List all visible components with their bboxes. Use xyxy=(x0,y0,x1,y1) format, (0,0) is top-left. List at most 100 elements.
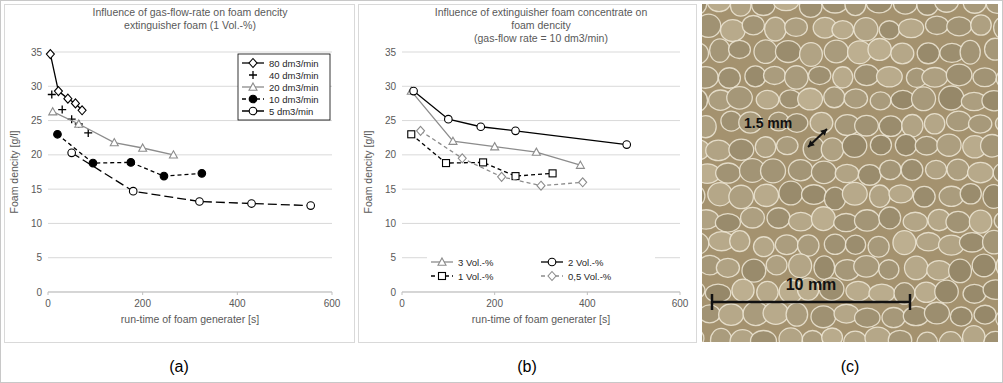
series-line xyxy=(72,153,311,206)
foam-cell xyxy=(761,159,786,183)
x-tick xyxy=(142,292,143,295)
marker xyxy=(491,143,499,150)
foam-cell xyxy=(904,256,927,280)
grid-line xyxy=(48,223,332,224)
marker xyxy=(75,120,83,128)
foam-cell xyxy=(869,284,895,303)
arrow-head xyxy=(808,140,815,147)
legend-marker xyxy=(249,59,257,68)
foam-cell xyxy=(996,69,998,89)
legend-label: 80 dm3/min xyxy=(269,58,319,69)
grid-line xyxy=(402,223,680,224)
foam-cell xyxy=(779,328,802,342)
figure: 051015202530350200400600Influence of gas… xyxy=(0,0,1003,383)
foam-cell xyxy=(924,114,944,134)
grid-line xyxy=(402,120,680,121)
foam-cell xyxy=(893,4,917,14)
foam-cell xyxy=(916,233,940,251)
panel-label: (b) xyxy=(517,358,537,375)
foam-cell xyxy=(708,183,732,206)
foam-cell xyxy=(707,4,731,12)
grid-line xyxy=(48,154,332,155)
foam-cell xyxy=(917,332,938,342)
foam-cell xyxy=(924,302,949,324)
chart-title: foam dencity xyxy=(511,19,571,31)
foam-cell xyxy=(994,17,998,40)
foam-cell xyxy=(963,326,985,342)
foam-cell xyxy=(969,115,992,133)
foam-cell xyxy=(729,185,754,208)
foam-cell xyxy=(785,66,808,89)
marker xyxy=(443,160,450,167)
scale-bar-end xyxy=(711,294,714,310)
foam-cell xyxy=(934,4,958,12)
foam-cell xyxy=(879,21,899,39)
legend-label: 3 Vol.-% xyxy=(458,257,494,268)
foam-cell xyxy=(917,43,939,64)
panel-border xyxy=(359,5,697,343)
y-tick-label: 20 xyxy=(31,149,43,160)
marker xyxy=(110,139,118,146)
foam-cell xyxy=(913,186,935,207)
foam-cell xyxy=(879,207,901,229)
marker xyxy=(58,106,66,114)
foam-cell xyxy=(789,212,813,231)
photo-background xyxy=(702,4,998,342)
marker xyxy=(54,130,62,138)
y-tick-label: 5 xyxy=(36,252,42,263)
foam-cell xyxy=(994,211,998,230)
foam-cell xyxy=(879,116,902,137)
y-tick-label: 35 xyxy=(385,47,397,58)
foam-cell xyxy=(870,135,891,155)
foam-cell xyxy=(742,259,766,282)
y-tick-label: 25 xyxy=(385,115,397,126)
plot-data xyxy=(407,87,630,190)
legend-label: 2 Vol.-% xyxy=(568,257,604,268)
foam-cell xyxy=(854,256,879,278)
marker xyxy=(532,148,540,155)
marker xyxy=(48,91,56,99)
x-tick-label: 600 xyxy=(324,298,341,309)
chart-title: Influence of gas-flow-rate on foam denci… xyxy=(93,6,289,18)
marker xyxy=(549,170,556,177)
foam-cell xyxy=(996,254,998,277)
marker xyxy=(64,94,72,103)
foam-cell xyxy=(798,88,823,110)
foam-cell xyxy=(925,16,948,34)
foam-cell xyxy=(983,280,998,299)
marker xyxy=(78,106,86,115)
series-line xyxy=(414,91,627,144)
x-tick xyxy=(494,292,495,295)
legend-box xyxy=(238,54,330,120)
marker xyxy=(307,202,315,210)
foam-cell xyxy=(822,328,843,342)
feature-label: 1.5 mm xyxy=(744,115,792,131)
y-tick-label: 30 xyxy=(385,81,397,92)
series-line xyxy=(57,134,201,176)
legend: 3 Vol.-%2 Vol.-%1 Vol.-%0,5 Vol.-% xyxy=(427,254,655,286)
foam-cell xyxy=(981,135,998,158)
legend-label: 0,5 Vol.-% xyxy=(568,271,612,282)
foam-cell xyxy=(799,4,822,17)
foam-cell xyxy=(745,66,766,87)
marker xyxy=(449,137,457,144)
foam-cell xyxy=(974,305,996,324)
marker xyxy=(160,172,168,180)
foam-cell xyxy=(742,15,764,34)
foam-cell xyxy=(868,38,891,60)
marker xyxy=(458,154,466,163)
foam-cell xyxy=(741,207,765,228)
foam-cell xyxy=(702,185,705,207)
chart-subtitle: extinguisher foam (1 Vol.-%) xyxy=(124,19,256,31)
foam-cell xyxy=(866,4,892,13)
foam-cell xyxy=(719,304,744,325)
foam-cell xyxy=(789,254,812,278)
grid-line xyxy=(402,292,680,293)
foam-cell xyxy=(702,329,704,342)
x-tick xyxy=(402,292,403,295)
grid-line xyxy=(48,189,332,190)
chart-title: Influence of extinguisher foam concentra… xyxy=(435,6,648,18)
marker xyxy=(417,126,425,135)
foam-cell xyxy=(844,331,867,342)
foam-cell xyxy=(835,164,859,182)
